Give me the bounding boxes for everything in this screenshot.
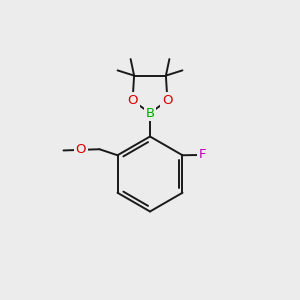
Text: O: O [76, 143, 86, 156]
Text: O: O [162, 94, 173, 107]
Text: B: B [146, 106, 154, 120]
Text: O: O [127, 94, 138, 107]
Text: F: F [199, 148, 207, 161]
